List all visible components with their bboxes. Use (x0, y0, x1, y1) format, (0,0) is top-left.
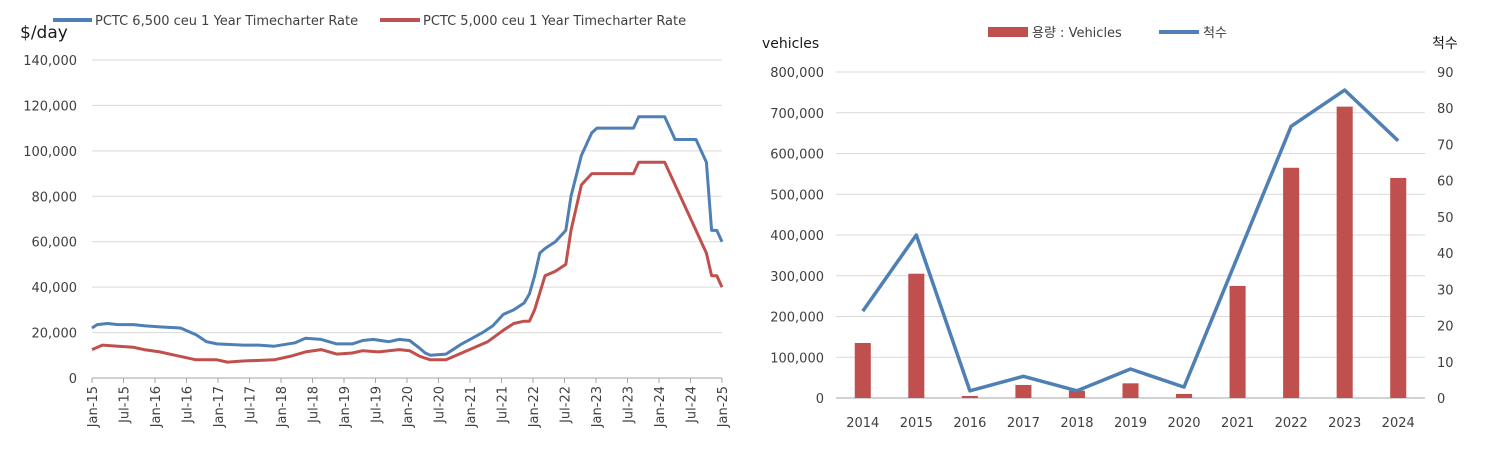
right-right-ytick-label: 90 (1437, 66, 1454, 81)
vehicles-bar (1336, 106, 1353, 398)
ship-count-line (861, 88, 1400, 393)
left-ytick-label: 120,000 (23, 99, 77, 114)
right-right-ytick-label: 50 (1437, 211, 1454, 226)
left-unit-label: $/day (20, 23, 68, 43)
legend-label-5000ceu: PCTC 5,000 ceu 1 Year Timecharter Rate (423, 14, 686, 29)
left-xtick-label: Jan-16 (149, 386, 164, 428)
legend-swatch-bars (988, 27, 1028, 37)
right-left-ytick-label: 800,000 (770, 66, 824, 81)
left-xtick-label: Jul-22 (559, 386, 574, 424)
left-xtick-label: Jul-20 (433, 386, 448, 424)
vehicles-bar (1015, 384, 1032, 398)
right-xtick-label: 2021 (1221, 416, 1254, 431)
vehicles-bar (1283, 167, 1300, 398)
left-xtick-label: Jan-18 (275, 386, 290, 428)
left-ytick-label: 60,000 (32, 236, 78, 251)
right-right-ytick-label: 20 (1437, 320, 1454, 335)
right-right-ytick-label: 0 (1437, 392, 1445, 407)
vehicles-bar (1176, 393, 1193, 398)
left-xtick-label: Jul-17 (244, 386, 259, 424)
left-xtick-label: Jan-25 (716, 386, 731, 428)
vehicles-bar (854, 342, 871, 398)
right-right-ytick-label: 30 (1437, 283, 1454, 298)
series-line-6500ceu (91, 115, 724, 357)
left-xtick-label: Jan-15 (86, 386, 101, 428)
vehicles-bar (908, 273, 925, 398)
vehicles-bar (1229, 285, 1246, 398)
left-xtick-label: Jul-21 (496, 386, 511, 424)
right-right-unit-label: 척수 (1432, 36, 1458, 52)
right-xtick-label: 2016 (953, 416, 986, 431)
vehicles-bar (1122, 383, 1139, 398)
right-xtick-label: 2020 (1167, 416, 1200, 431)
legend-label-6500ceu: PCTC 6,500 ceu 1 Year Timecharter Rate (95, 14, 358, 29)
left-xtick-label: Jan-19 (338, 386, 353, 428)
left-ytick-label: 100,000 (23, 145, 77, 160)
left-xtick-label: Jan-22 (527, 386, 542, 428)
vehicles-bar (1068, 390, 1085, 398)
vehicles-bar (961, 395, 978, 398)
left-xtick-label: Jul-15 (118, 386, 133, 424)
left-xtick-label: Jul-16 (181, 386, 196, 424)
left-xtick-label: Jan-20 (401, 386, 416, 428)
left-ytick-label: 20,000 (32, 327, 78, 342)
left-xtick-label: Jul-24 (685, 386, 700, 424)
right-left-ytick-label: 400,000 (770, 229, 824, 244)
left-xtick-label: Jan-23 (590, 386, 605, 428)
right-right-ytick-label: 60 (1437, 175, 1454, 190)
right-right-ytick-label: 40 (1437, 247, 1454, 262)
right-right-ytick-label: 80 (1437, 102, 1454, 117)
left-xtick-label: Jan-24 (653, 386, 668, 428)
left-ytick-label: 140,000 (23, 54, 77, 69)
right-left-ytick-label: 300,000 (770, 270, 824, 285)
right-xtick-label: 2024 (1382, 416, 1415, 431)
right-xtick-label: 2014 (846, 416, 879, 431)
right-legend: 용량 : Vehicles 척수 (988, 26, 1227, 41)
right-xtick-label: 2017 (1007, 416, 1040, 431)
right-left-ytick-label: 600,000 (770, 148, 824, 163)
right-right-ytick-label: 10 (1437, 356, 1454, 371)
left-xtick-label: Jan-17 (212, 386, 227, 428)
right-xtick-label: 2015 (900, 416, 933, 431)
left-xtick-label: Jan-21 (464, 386, 479, 428)
right-xtick-label: 2019 (1114, 416, 1147, 431)
left-legend: PCTC 6,500 ceu 1 Year Timecharter Rate P… (53, 14, 686, 29)
left-ytick-label: 80,000 (32, 190, 78, 205)
right-left-ytick-label: 700,000 (770, 107, 824, 122)
series-line-5000ceu (91, 160, 724, 364)
left-ytick-label: 40,000 (32, 281, 78, 296)
right-xtick-label: 2023 (1328, 416, 1361, 431)
pctc-timecharter-rate-chart: 0 20,000 40,000 60,000 80,000 100,000 120,000 1… (20, 14, 731, 428)
right-right-ytick-label: 70 (1437, 138, 1454, 153)
right-xtick-label: 2022 (1275, 416, 1308, 431)
vehicles-bar (1390, 177, 1407, 398)
legend-label-vehicles: 용량 : Vehicles (1032, 26, 1122, 41)
right-left-ytick-label: 0 (816, 392, 824, 407)
right-left-ytick-label: 100,000 (770, 351, 824, 366)
left-xtick-label: Jul-23 (622, 386, 637, 424)
left-xtick-label: Jul-18 (307, 386, 322, 424)
right-left-ytick-label: 500,000 (770, 188, 824, 203)
right-left-unit-label: vehicles (762, 36, 819, 52)
left-ytick-label: 0 (69, 372, 77, 387)
left-xtick-label: Jul-19 (370, 386, 385, 424)
legend-label-ships: 척수 (1203, 26, 1227, 41)
right-left-ytick-label: 200,000 (770, 311, 824, 326)
right-xtick-label: 2018 (1060, 416, 1093, 431)
